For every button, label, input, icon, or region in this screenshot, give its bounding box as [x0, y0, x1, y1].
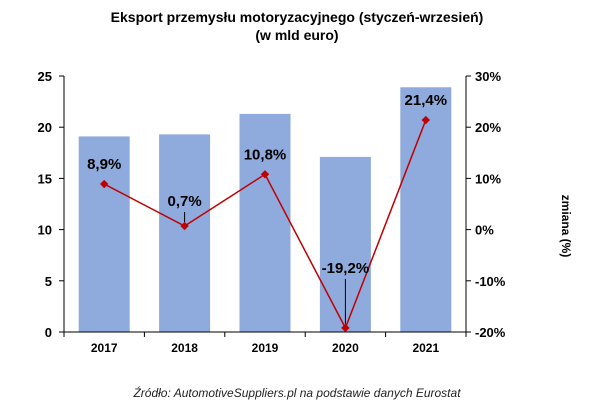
- right-tick-label: -20%: [475, 325, 506, 340]
- left-tick-label: 10: [38, 223, 52, 238]
- data-label-2018: 0,7%: [167, 193, 201, 210]
- bar-2017: [78, 136, 130, 332]
- data-label-2021: 21,4%: [405, 92, 448, 109]
- data-label-2017: 8,9%: [87, 156, 121, 173]
- left-tick-label: 5: [45, 274, 52, 289]
- right-tick-label: 10%: [475, 171, 501, 186]
- left-tick-label: 15: [38, 171, 52, 186]
- x-tick-label: 2017: [91, 341, 118, 355]
- line-layer: [100, 115, 430, 333]
- data-label-2019: 10,8%: [244, 146, 287, 163]
- data-label-2020: -19,2%: [322, 260, 370, 277]
- chart-title: Eksport przemysłu motoryzacyjnego (stycz…: [111, 9, 484, 25]
- left-tick-label: 0: [45, 325, 52, 340]
- right-axis-label: zmiana (%): [559, 195, 573, 258]
- bar-2018: [159, 134, 211, 332]
- x-tick-label: 2018: [171, 341, 198, 355]
- source-note: Źródło: AutomotiveSuppliers.pl na podsta…: [132, 385, 461, 400]
- bar-2019: [239, 113, 291, 332]
- chart-subtitle: (w mld euro): [255, 27, 338, 43]
- right-tick-label: 30%: [475, 69, 501, 84]
- change-marker-2018: [180, 221, 189, 231]
- x-tick-label: 2019: [252, 341, 279, 355]
- left-tick-label: 20: [38, 120, 52, 135]
- bar-2021: [400, 87, 452, 332]
- right-tick-label: -10%: [475, 274, 506, 289]
- x-tick-label: 2020: [332, 341, 359, 355]
- axes-layer: 0 5 10 15 20 25 -20% -10% 0% 10% 20% 30% 2017 2018 201…: [38, 69, 506, 355]
- change-marker-2019: [260, 170, 270, 179]
- right-tick-label: 20%: [475, 120, 501, 135]
- change-marker-2017: [100, 179, 109, 189]
- bars-layer: [78, 87, 452, 332]
- change-marker-2021: [421, 115, 430, 125]
- change-marker-2020: [341, 323, 350, 333]
- x-tick-label: 2021: [412, 341, 439, 355]
- labels-layer: 8,9% 0,7% 10,8% -19,2% 21,4%: [87, 92, 447, 324]
- left-tick-label: 25: [38, 69, 52, 84]
- right-tick-label: 0%: [475, 223, 494, 238]
